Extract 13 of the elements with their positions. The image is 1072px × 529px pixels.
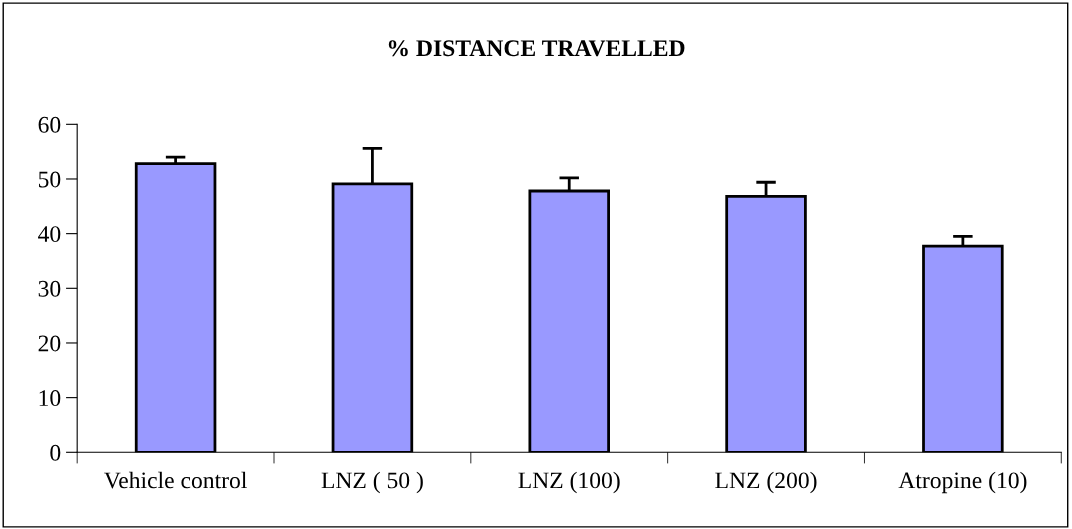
y-tick-label: 40 — [38, 226, 61, 243]
y-tick-label: 60 — [38, 116, 61, 133]
x-tick-label: LNZ ( 50 ) — [321, 471, 423, 494]
x-tick-label: LNZ (100) — [518, 471, 620, 494]
y-tick-label: 10 — [39, 390, 61, 407]
y-tick-label: 20 — [38, 335, 61, 352]
x-tick-label: Vehicle control — [104, 471, 247, 489]
chart-title: % DISTANCE TRAVELLED — [388, 40, 685, 57]
x-tick-label: LNZ (200) — [715, 471, 817, 494]
y-tick-label: 0 — [50, 444, 61, 461]
y-tick-label: 50 — [38, 171, 61, 188]
y-tick-label: 30 — [38, 280, 61, 297]
x-tick-label: Atropine (10) — [898, 471, 1027, 494]
